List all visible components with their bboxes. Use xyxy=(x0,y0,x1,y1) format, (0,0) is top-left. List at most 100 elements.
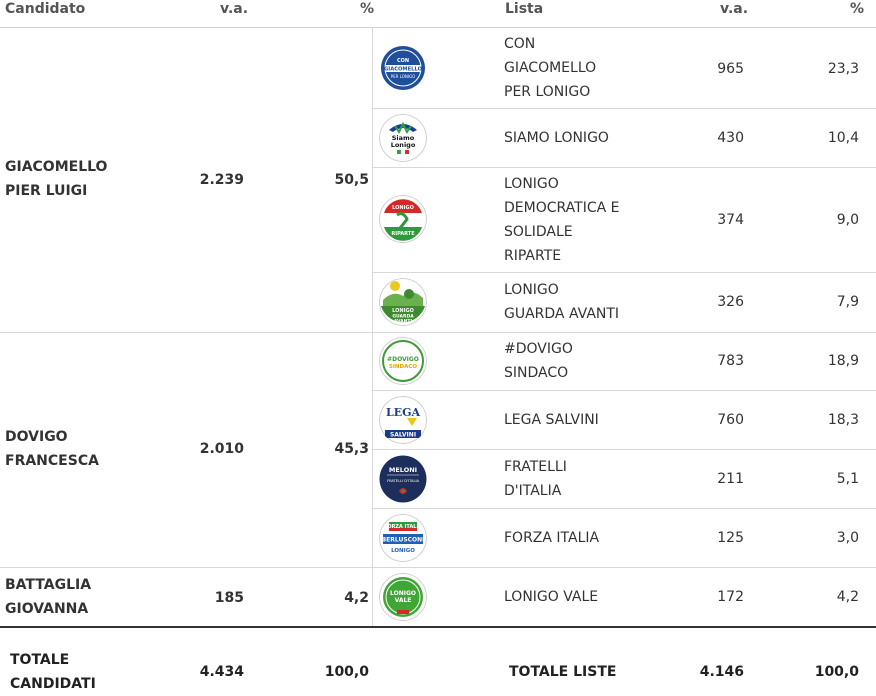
siamo-lonigo-logo-icon: Siamo Lonigo xyxy=(379,114,427,162)
candidate-name: GIACOMELLO PIER LUIGI xyxy=(5,155,107,203)
logo-text: MELONI xyxy=(389,466,417,474)
totals-lists-label: TOTALE LISTE xyxy=(509,664,617,680)
totals-candidates-pct: 100,0 xyxy=(324,664,369,680)
list-name-line: GUARDA AVANTI xyxy=(504,306,620,322)
logo-text: AVANTI xyxy=(394,319,413,325)
forza-italia-logo-icon: FORZA ITALIA BERLUSCONI LONIGO xyxy=(379,514,427,562)
logo-text: #DOVIGO xyxy=(387,356,419,363)
logo-text: RIPARTE xyxy=(391,231,415,237)
list-name-line: D'ITALIA xyxy=(504,483,562,499)
list-name-line: LONIGO xyxy=(504,282,559,298)
list-name: FORZA ITALIA xyxy=(504,526,704,550)
list-pct: 5,1 xyxy=(836,471,859,487)
list-pct: 23,3 xyxy=(827,61,859,77)
logo-text: CON xyxy=(397,58,409,64)
candidate-row: DOVIGO FRANCESCA 2.010 45,3 xyxy=(0,333,372,568)
list-name: LONIGO GUARDA AVANTI xyxy=(504,278,634,326)
list-va: 374 xyxy=(717,212,744,228)
list-name-line: FORZA ITALIA xyxy=(504,530,600,546)
list-pct: 7,9 xyxy=(836,294,859,310)
candidate-va: 2.239 xyxy=(199,172,244,188)
list-row: LONIGO RIPARTE LONIGO DEMOCRATICA E SOLI… xyxy=(372,168,876,273)
list-row: LONIGO GUARDA AVANTI LONIGO GUARDA AVANT… xyxy=(372,273,876,333)
list-row: LEGA SALVINI LEGA SALVINI 760 18,3 xyxy=(372,391,876,450)
candidate-va: 2.010 xyxy=(199,441,244,457)
lonigo-guarda-avanti-logo-icon: LONIGO GUARDA AVANTI xyxy=(379,278,427,326)
candidate-name: DOVIGO FRANCESCA xyxy=(5,425,99,473)
list-va: 172 xyxy=(717,589,744,605)
list-name-line: #DOVIGO xyxy=(504,341,573,357)
lonigo-democratica-logo-icon: LONIGO RIPARTE xyxy=(379,195,427,243)
list-va: 760 xyxy=(717,412,744,428)
candidate-name-line1: BATTAGLIA xyxy=(5,577,92,593)
candidate-name-line1: DOVIGO xyxy=(5,429,68,445)
list-name-line: LONIGO VALE xyxy=(504,589,599,605)
list-va: 326 xyxy=(717,294,744,310)
totals-divider xyxy=(0,626,876,628)
totals-label-line: TOTALE xyxy=(10,652,70,668)
logo-text: LEGA xyxy=(386,406,421,419)
totals-lists-pct: 100,0 xyxy=(814,664,859,680)
list-row: FORZA ITALIA BERLUSCONI LONIGO FORZA ITA… xyxy=(372,509,876,568)
list-name-line: DEMOCRATICA E xyxy=(504,200,620,216)
list-pct: 18,3 xyxy=(827,412,859,428)
list-name-line: CON xyxy=(504,36,536,52)
logo-text: FRATELLI D'ITALIA xyxy=(387,479,420,483)
list-name-line: RIPARTE xyxy=(504,248,562,264)
list-row: #DOVIGO SINDACO #DOVIGO SINDACO 783 18,9 xyxy=(372,333,876,391)
logo-text: SALVINI xyxy=(390,432,416,439)
logo-text: FORZA ITALIA xyxy=(384,524,423,530)
list-va: 783 xyxy=(717,353,744,369)
list-row: MELONI FRATELLI D'ITALIA FRATELLI D'ITAL… xyxy=(372,450,876,509)
list-name: LONIGO DEMOCRATICA E SOLIDALE RIPARTE xyxy=(504,172,644,268)
header-list-pct: % xyxy=(850,1,865,17)
list-pct: 10,4 xyxy=(827,130,859,146)
list-name-line: SIAMO LONIGO xyxy=(504,130,609,146)
totals-lists-va: 4.146 xyxy=(699,664,744,680)
list-pct: 4,2 xyxy=(836,589,859,605)
candidate-name-line2: PIER LUIGI xyxy=(5,183,88,199)
logo-text: BERLUSCONI xyxy=(382,537,425,544)
logo-text: Lonigo xyxy=(391,141,416,149)
logo-text: Siamo xyxy=(392,134,415,142)
list-name-line: SINDACO xyxy=(504,365,569,381)
list-pct: 18,9 xyxy=(827,353,859,369)
list-name-line: LONIGO xyxy=(504,176,559,192)
candidate-pct: 4,2 xyxy=(344,590,369,606)
column-divider xyxy=(372,28,373,626)
candidate-pct: 50,5 xyxy=(334,172,369,188)
list-va: 211 xyxy=(717,471,744,487)
logo-text: LONIGO xyxy=(392,308,414,314)
candidate-name-line2: FRANCESCA xyxy=(5,453,99,469)
list-name-line: GIACOMELLO xyxy=(504,60,597,76)
totals-label-line: CANDIDATI xyxy=(10,676,96,692)
list-name: LEGA SALVINI xyxy=(504,408,704,432)
candidate-row: BATTAGLIA GIOVANNA 185 4,2 xyxy=(0,568,372,626)
dovigo-sindaco-logo-icon: #DOVIGO SINDACO xyxy=(379,337,427,385)
logo-text: LONIGO xyxy=(391,548,415,554)
candidate-row: GIACOMELLO PIER LUIGI 2.239 50,5 xyxy=(0,28,372,333)
list-name: CON GIACOMELLO PER LONIGO xyxy=(504,32,634,104)
candidate-name-line2: GIOVANNA xyxy=(5,601,89,617)
logo-text: LONIGO xyxy=(392,205,414,211)
list-pct: 3,0 xyxy=(836,530,859,546)
candidate-va: 185 xyxy=(214,590,244,606)
header-list-va: v.a. xyxy=(720,1,749,17)
header-candidate: Candidato xyxy=(5,1,86,17)
logo-text: VALE xyxy=(395,597,412,604)
list-va: 430 xyxy=(717,130,744,146)
candidate-name: BATTAGLIA GIOVANNA xyxy=(5,573,91,621)
list-va: 125 xyxy=(717,530,744,546)
list-name: #DOVIGO SINDACO xyxy=(504,337,634,385)
con-giacomello-logo-icon: CON GIACOMELLO PER LONIGO xyxy=(379,44,427,92)
lega-salvini-logo-icon: LEGA SALVINI xyxy=(379,396,427,444)
list-name-line: SOLIDALE xyxy=(504,224,573,240)
list-name: FRATELLI D'ITALIA xyxy=(504,455,634,503)
logo-text: LONIGO xyxy=(390,590,416,597)
logo-text: SINDACO xyxy=(389,364,417,370)
list-row: Siamo Lonigo SIAMO LONIGO 430 10,4 xyxy=(372,109,876,168)
header-list: Lista xyxy=(505,1,544,17)
list-name: SIAMO LONIGO xyxy=(504,126,704,150)
totals-candidates-va: 4.434 xyxy=(199,664,244,680)
list-pct: 9,0 xyxy=(836,212,859,228)
